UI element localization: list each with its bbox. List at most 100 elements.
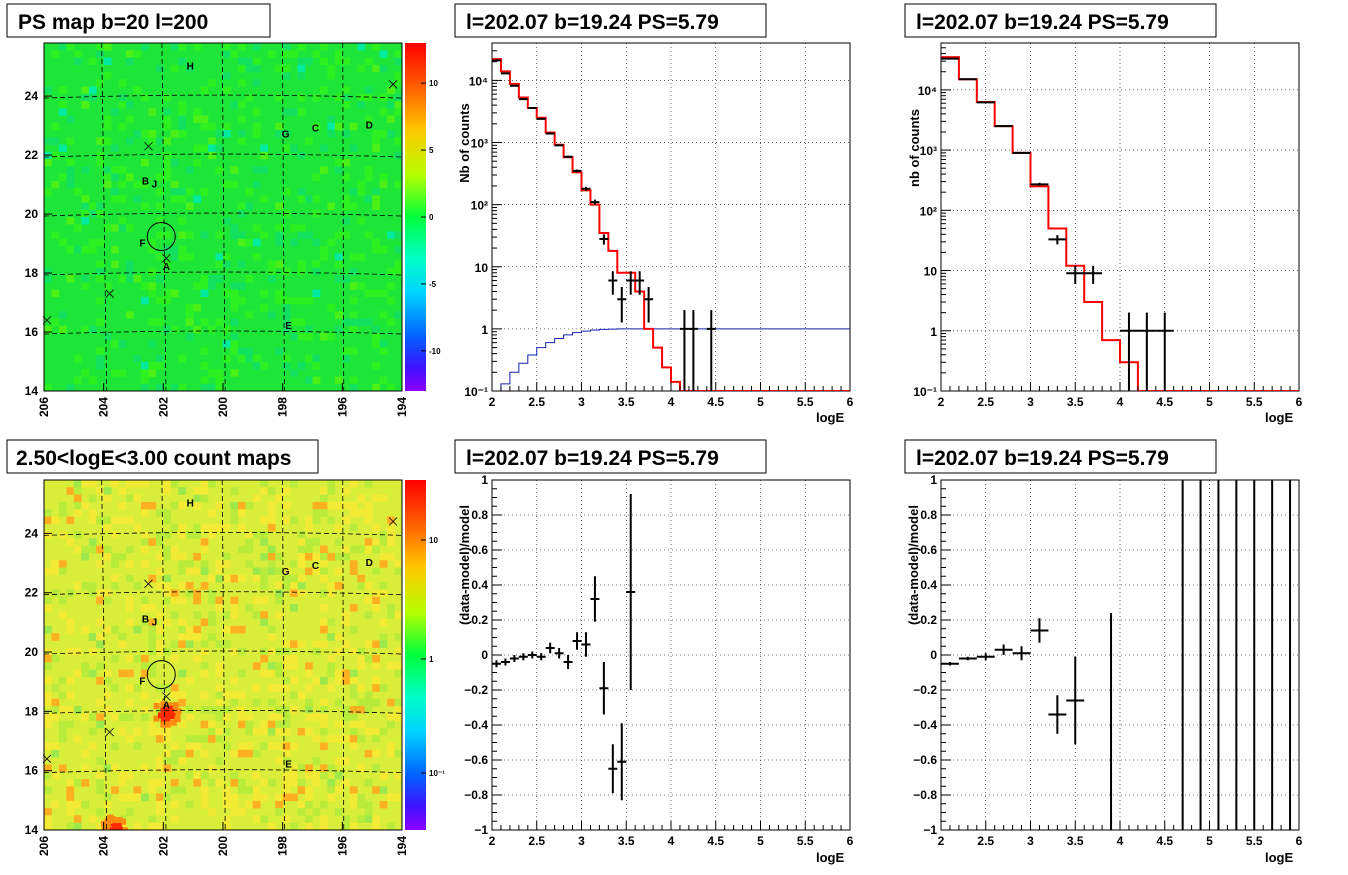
residual-2-title-box <box>904 439 1217 474</box>
heatmap-cell <box>133 180 142 189</box>
data-point <box>608 271 618 295</box>
heatmap-cell <box>379 130 388 138</box>
heatmap-cell <box>327 786 336 794</box>
heatmap-cell <box>357 545 366 554</box>
grid-line-longitude <box>282 43 285 391</box>
heatmap-cell <box>305 822 313 830</box>
y-tick-label: −1 <box>474 823 488 837</box>
source-label: C <box>312 561 319 572</box>
heatmap-cell <box>320 574 328 583</box>
heatmap-cell <box>126 516 134 525</box>
residual-point <box>994 644 1013 655</box>
heatmap-cell <box>44 625 52 634</box>
heatmap-cell <box>275 202 283 210</box>
heatmap-cell <box>290 224 298 232</box>
heatmap-cell <box>327 589 336 597</box>
heatmap-cell <box>252 130 261 138</box>
heatmap-cell <box>88 325 97 334</box>
source-cross-icon <box>42 315 52 325</box>
residual-point <box>976 653 995 661</box>
heatmap-cell <box>141 480 149 488</box>
heatmap-cell <box>305 800 313 809</box>
heatmap-cell <box>96 757 104 765</box>
heatmap-cell <box>141 369 149 377</box>
heatmap-cell <box>155 531 164 539</box>
heatmap-cell <box>275 93 283 102</box>
x-tick-label: 3 <box>1027 834 1034 848</box>
x-tick-label: 4 <box>1117 395 1124 409</box>
heatmap-cell <box>193 144 201 152</box>
heatmap-cell <box>223 574 231 583</box>
heatmap-cell <box>111 340 119 348</box>
heatmap-cell <box>178 669 187 678</box>
y-tick-label: −1 <box>923 823 937 837</box>
heatmap-cell <box>267 487 276 495</box>
heatmap-cell <box>379 494 388 503</box>
heatmap-cell <box>111 742 119 751</box>
heatmap-cell <box>170 589 179 597</box>
heatmap-cell <box>133 354 142 363</box>
heatmap-cell <box>51 516 60 525</box>
heatmap-cell <box>223 786 231 794</box>
residual-1-ylabel: (data-model)/model <box>457 505 472 625</box>
heatmap-cell <box>141 180 149 189</box>
x-tick-label: 2 <box>938 395 945 409</box>
heatmap-cell <box>88 647 97 656</box>
heatmap-cell <box>237 779 246 787</box>
heatmap-cell <box>88 516 97 525</box>
heatmap-cell <box>81 275 90 283</box>
heatmap-cell <box>297 224 306 232</box>
heatmap-cell <box>118 669 127 678</box>
heatmap-cell <box>170 64 179 73</box>
heatmap-cell <box>215 567 224 576</box>
data-point <box>626 271 636 295</box>
heatmap-cell <box>141 706 149 714</box>
heatmap-cell <box>290 822 298 830</box>
heatmap-cell <box>245 238 254 247</box>
heatmap-cell <box>73 800 82 809</box>
heatmap-cell <box>193 655 201 663</box>
heatmap-cell <box>290 771 298 780</box>
residual-1-frame <box>491 479 851 831</box>
heatmap-cell <box>297 108 306 116</box>
heatmap-cell <box>51 684 60 692</box>
heatmap-cell <box>81 625 90 634</box>
heatmap-cell <box>237 238 246 247</box>
heatmap-cell <box>193 159 201 167</box>
heatmap-cell <box>96 698 104 707</box>
heatmap-cell <box>208 574 216 583</box>
heatmap-cell <box>349 509 358 517</box>
heatmap-cell <box>275 567 283 576</box>
data-point <box>976 101 995 104</box>
y-tick-label: 0.6 <box>920 543 937 557</box>
heatmap-cell <box>51 655 60 663</box>
heatmap-cell <box>126 101 134 109</box>
heatmap-cell <box>364 538 373 546</box>
heatmap-cell <box>215 604 224 612</box>
heatmap-cell <box>237 749 246 758</box>
heatmap-cell <box>260 815 269 823</box>
heatmap-cell <box>103 282 112 290</box>
heatmap-cell <box>111 188 119 196</box>
heatmap-cell <box>275 296 283 305</box>
heatmap-cell <box>327 655 336 663</box>
grid-line-latitude <box>44 271 402 276</box>
heatmap-cell <box>163 289 172 297</box>
heatmap-hot-cell <box>111 817 118 824</box>
heatmap-cell <box>200 749 209 758</box>
heatmap-cell <box>133 727 142 736</box>
heatmap-cell <box>387 296 395 305</box>
heatmap-cell <box>155 318 164 326</box>
heatmap-cell <box>349 647 358 656</box>
heatmap-cell <box>66 808 75 816</box>
heatmap-cell <box>327 618 336 627</box>
heatmap-cell <box>372 786 380 794</box>
data-point <box>572 169 582 173</box>
heatmap-hot-cell <box>119 830 125 836</box>
heatmap-cell <box>103 166 112 174</box>
y-tick-label: 20 <box>25 207 39 221</box>
heatmap-cell <box>148 822 157 830</box>
heatmap-cell <box>312 501 321 510</box>
heatmap-cell <box>208 275 216 283</box>
heatmap-cell <box>387 86 395 94</box>
